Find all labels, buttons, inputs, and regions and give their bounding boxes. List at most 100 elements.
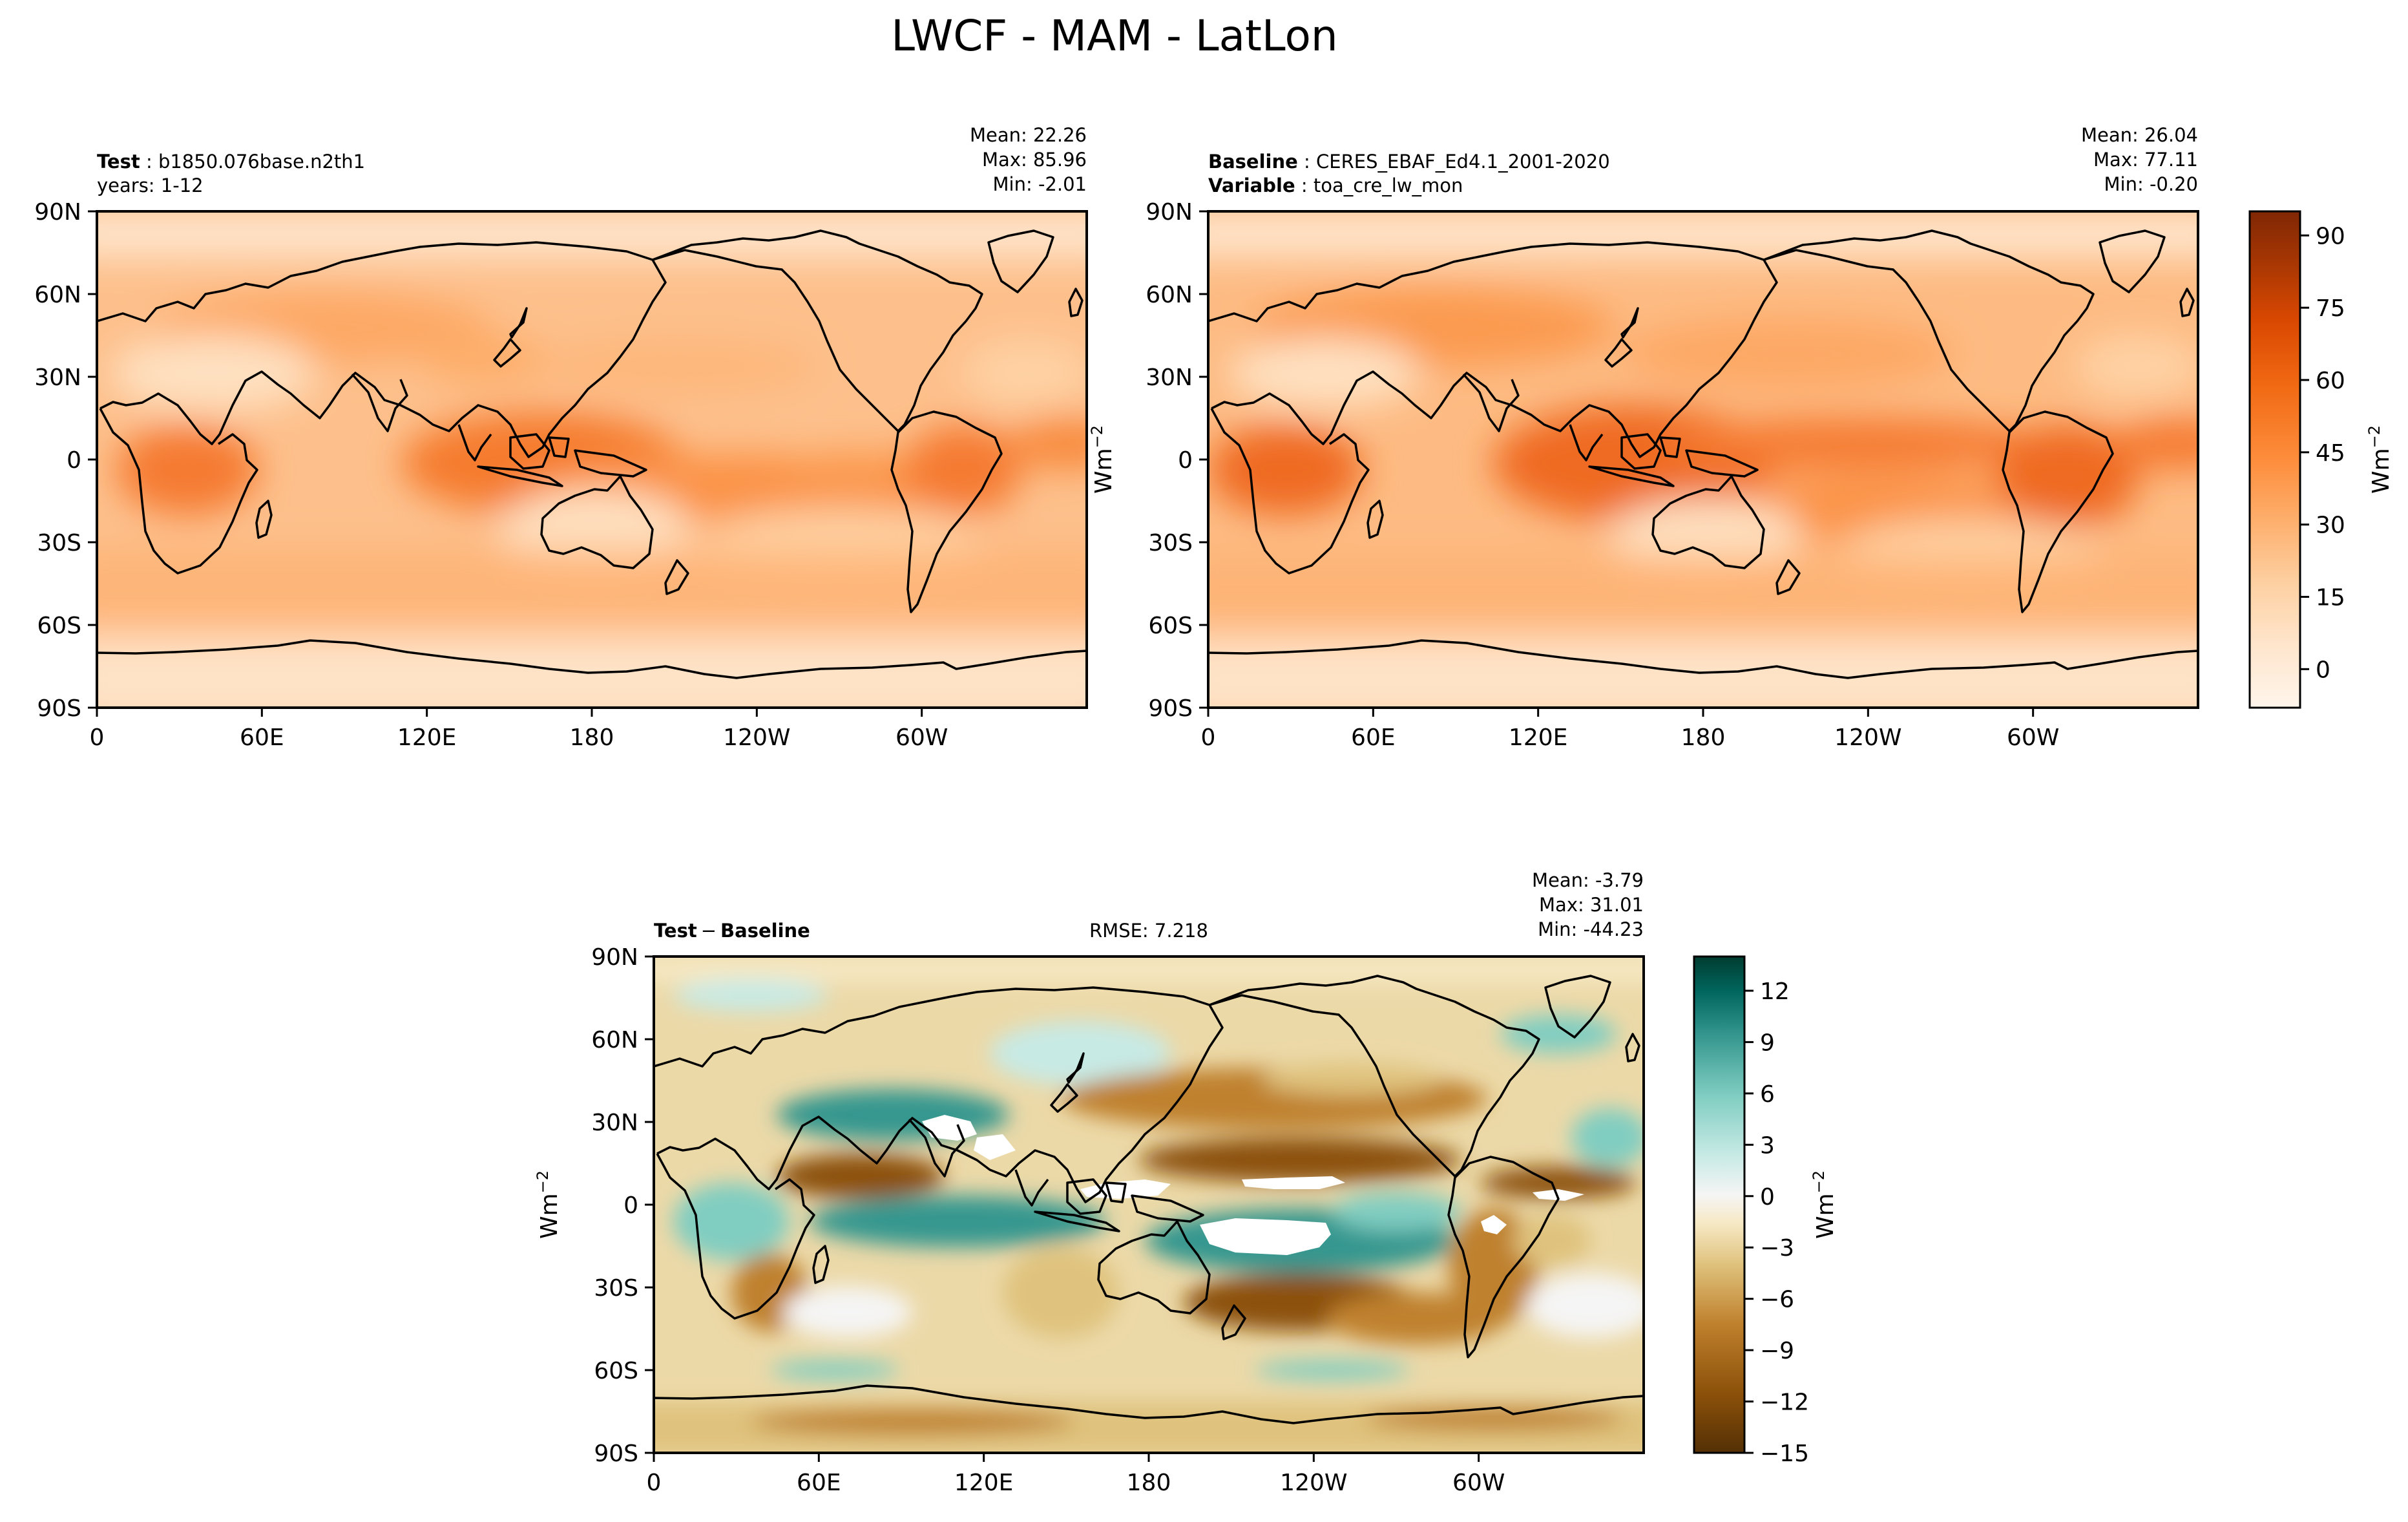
colorbar-diff-fill: [1693, 955, 1746, 1454]
xtick-label: 120W: [1280, 1470, 1347, 1496]
baseline-dataset: CERES_EBAF_Ed4.1_2001-2020: [1316, 151, 1610, 173]
diff-header: Test − Baseline: [654, 920, 810, 942]
colorbar-top-ticks: 90 75 60 45 30 15 0: [2300, 223, 2345, 683]
baseline-sep: :: [1298, 151, 1316, 173]
baseline-header-line2: Variable : toa_cre_lw_mon: [1208, 174, 1463, 196]
test-stat-min: Min: -2.01: [993, 173, 1087, 195]
diff-white-china: [974, 1134, 1016, 1160]
ytick-label: 60S: [37, 613, 81, 639]
diff-minus: −: [701, 920, 717, 942]
colorbar-tick-label: 45: [2316, 440, 2345, 467]
ytick-label: 0: [1178, 447, 1193, 474]
figure-title: LWCF - MAM - LatLon: [891, 11, 1338, 61]
ytick-label: 90S: [594, 1441, 638, 1467]
ytick-label: 30N: [1146, 365, 1193, 391]
test-stat-mean: Mean: 22.26: [970, 124, 1087, 146]
colorbar-tick-label: −6: [1760, 1287, 1794, 1313]
colorbar-top: 90 75 60 45 30 15 0 Wm−2: [2248, 210, 2394, 709]
diff-white-ne-pacific: [1242, 1176, 1345, 1189]
ytick-label: 30S: [594, 1275, 638, 1302]
ytick-label: 60S: [1148, 613, 1193, 639]
ytick-label: 30S: [1148, 530, 1193, 556]
colorbar-diff: 12 9 6 3 0 −3 −6 −9 −12 −15 Wm−2: [1693, 955, 1839, 1467]
xtick-label: 60E: [1351, 724, 1396, 751]
ytick-label: 60N: [34, 282, 81, 308]
xtick-label: 120E: [397, 724, 456, 751]
colorbar-tick-label: 60: [2316, 368, 2345, 394]
xtick-label: 120W: [723, 724, 790, 751]
colorbar-tick-label: −15: [1760, 1441, 1809, 1467]
baseline-stat-min: Min: -0.20: [2104, 173, 2198, 195]
colorbar-tick-label: 30: [2316, 513, 2345, 539]
xtick-label: 0: [647, 1470, 662, 1496]
ytick-label: 90N: [591, 944, 638, 971]
baseline-ylabel: Wm−2: [1088, 425, 1117, 494]
diff-white-tibet: [922, 1115, 977, 1141]
test-sep: :: [140, 151, 158, 173]
ytick-label: 60S: [594, 1358, 638, 1384]
test-case-name: b1850.076base.n2th1: [158, 151, 365, 173]
ytick-label: 90S: [37, 695, 81, 722]
xtick-label: 60W: [895, 724, 948, 751]
colorbar-tick-label: −12: [1760, 1390, 1809, 1416]
ytick-label: 0: [623, 1192, 638, 1219]
panel-diff: Test − Baseline RMSE: 7.218 Mean: -3.79 Ma…: [534, 869, 1645, 1496]
ytick-label: 0: [67, 447, 81, 474]
variable-sep: :: [1295, 174, 1314, 196]
test-stat-max: Max: 85.96: [982, 149, 1087, 171]
diff-axes: 0 60E 120E 180 120W 60W 90N 60N 30N 0 30S 60S 90S: [591, 944, 1505, 1496]
diff-white-atlantic: [1533, 1189, 1584, 1201]
colorbar-tick-label: 75: [2316, 295, 2345, 322]
ytick-label: 90S: [1148, 695, 1193, 722]
diff-map: [654, 957, 1644, 1453]
panel-baseline: Baseline : CERES_EBAF_Ed4.1_2001-2020 Va…: [1088, 124, 2199, 751]
colorbar-tick-label: 90: [2316, 223, 2345, 249]
test-map: [97, 211, 1087, 708]
ytick-label: 30S: [37, 530, 81, 556]
diff-white-central-pacific: [1200, 1218, 1331, 1255]
colorbar-top-label: Wm−2: [2365, 425, 2394, 494]
diff-stat-max: Max: 31.01: [1539, 894, 1644, 916]
colorbar-tick-label: 15: [2316, 585, 2345, 611]
baseline-map: [1208, 211, 2198, 708]
variable-name: toa_cre_lw_mon: [1314, 174, 1463, 196]
xtick-label: 60E: [797, 1470, 841, 1496]
diff-stat-min: Min: -44.23: [1538, 918, 1644, 940]
xtick-label: 120W: [1834, 724, 1901, 751]
diff-white-sa: [1481, 1215, 1507, 1234]
xtick-label: 60W: [1452, 1470, 1505, 1496]
xtick-label: 60E: [240, 724, 284, 751]
diff-stat-mean: Mean: -3.79: [1532, 869, 1644, 891]
colorbar-diff-ticks: 12 9 6 3 0 −3 −6 −9 −12 −15: [1744, 978, 1809, 1467]
xtick-label: 120E: [954, 1470, 1013, 1496]
test-label: Test: [97, 151, 140, 173]
colorbar-tick-label: 12: [1760, 978, 1790, 1005]
colorbar-tick-label: −9: [1760, 1338, 1794, 1364]
colorbar-tick-label: 6: [1760, 1081, 1775, 1108]
ytick-label: 90N: [1146, 199, 1193, 226]
test-header-line1: Test : b1850.076base.n2th1: [97, 151, 365, 173]
xtick-label: 180: [570, 724, 614, 751]
colorbar-tick-label: 0: [1760, 1184, 1775, 1210]
colorbar-tick-label: −3: [1760, 1235, 1794, 1262]
colorbar-tick-label: 3: [1760, 1132, 1775, 1159]
colorbar-tick-label: 9: [1760, 1030, 1775, 1056]
baseline-stat-max: Max: 77.11: [2093, 149, 2198, 171]
baseline-label: Baseline: [1208, 151, 1298, 173]
baseline-axes: 0 60E 120E 180 120W 60W 90N 60N 30N 0 30S 60S 90S: [1146, 199, 2059, 751]
colorbar-top-fill: [2248, 210, 2301, 709]
baseline-header-line1: Baseline : CERES_EBAF_Ed4.1_2001-2020: [1208, 151, 1610, 173]
xtick-label: 180: [1127, 1470, 1171, 1496]
diff-label-baseline: Baseline: [720, 920, 810, 942]
baseline-stat-mean: Mean: 26.04: [2081, 124, 2198, 146]
diff-ylabel: Wm−2: [534, 1170, 563, 1239]
ytick-label: 30N: [591, 1110, 638, 1136]
test-years: years: 1-12: [97, 174, 204, 196]
xtick-label: 60W: [2007, 724, 2059, 751]
ytick-label: 60N: [1146, 282, 1193, 308]
xtick-label: 180: [1681, 724, 1726, 751]
ytick-label: 60N: [591, 1027, 638, 1053]
diff-rmse: RMSE: 7.218: [1089, 920, 1208, 942]
colorbar-diff-label: Wm−2: [1810, 1170, 1839, 1239]
